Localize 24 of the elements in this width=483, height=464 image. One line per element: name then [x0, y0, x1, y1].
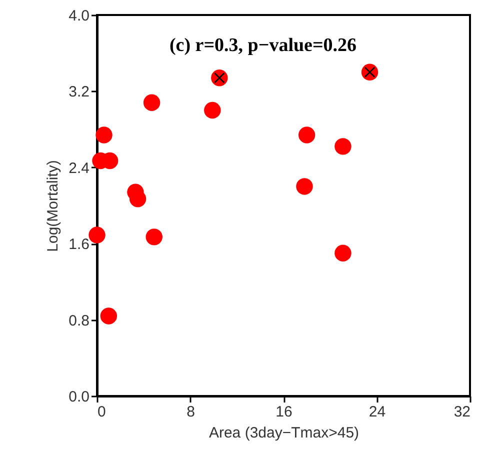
x-tick-label: 16 [276, 404, 292, 420]
point [334, 244, 352, 262]
y-tick-label: 0.8 [68, 312, 90, 330]
point [100, 308, 118, 324]
y-tick-label: 3.2 [68, 84, 90, 101]
point [204, 102, 221, 119]
x-axis-title: Area (3day−Tmax>45) [208, 424, 360, 442]
x-tick-label: 0 [98, 404, 106, 420]
y-tick-label: 4.0 [68, 8, 90, 24]
y-tick-label: 1.6 [68, 236, 90, 254]
annotation: (c) r=0.3, p−value=0.26 [169, 35, 357, 56]
x-tick-label: 24 [368, 404, 386, 420]
point [88, 226, 106, 244]
y-axis-title: Log(Mortality) [44, 160, 62, 252]
x-tick-label: 32 [454, 404, 470, 420]
point [143, 94, 160, 111]
y-tick-label: 0.0 [68, 388, 90, 406]
point [334, 138, 352, 155]
point [146, 228, 162, 246]
point [296, 178, 313, 195]
point [298, 126, 316, 144]
x-tick-label: 8 [186, 404, 195, 420]
point [96, 126, 112, 144]
y-tick-label: 2.4 [68, 160, 90, 177]
